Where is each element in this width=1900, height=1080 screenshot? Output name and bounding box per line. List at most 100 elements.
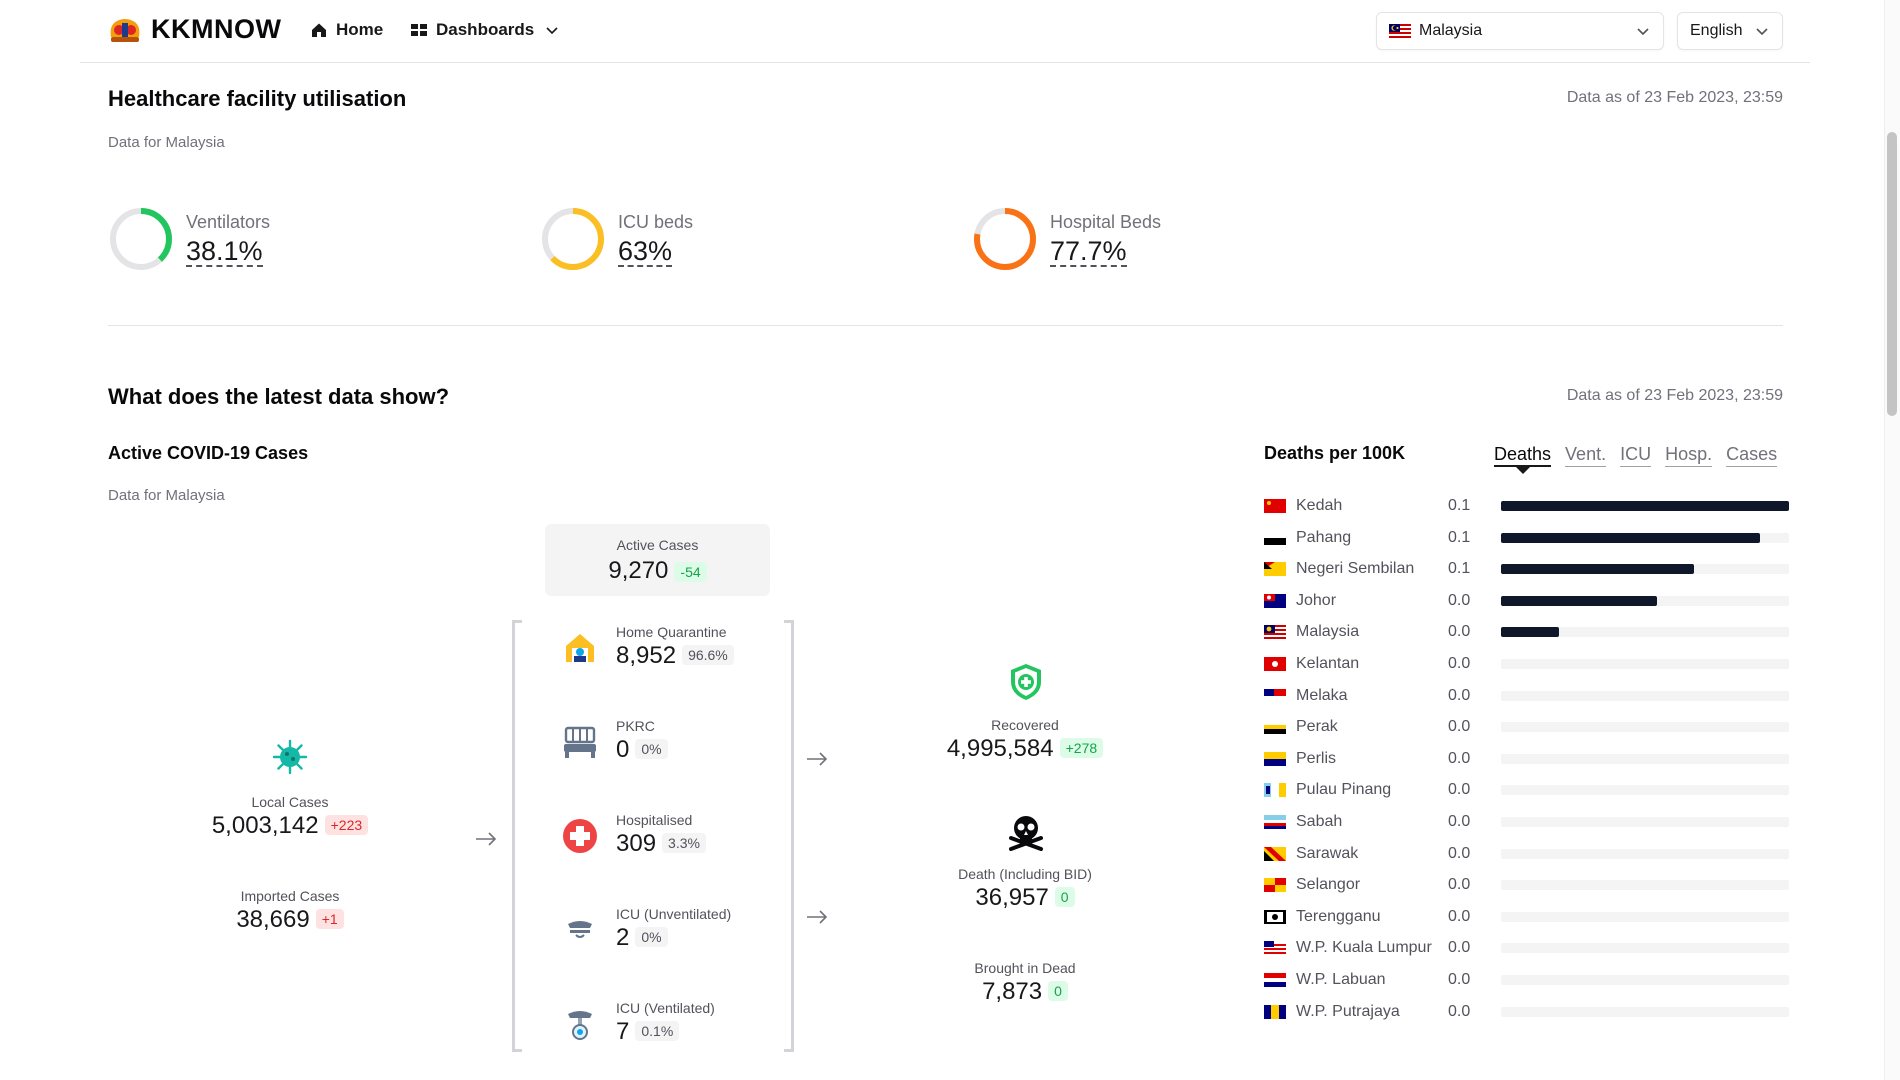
state-flag-icon (1264, 878, 1286, 893)
gauge-value[interactable]: 63% (618, 235, 673, 267)
bar-value-label: 0.0 (1448, 844, 1471, 862)
page-scrollbar-thumb[interactable] (1887, 132, 1897, 416)
brand-logo[interactable]: KKMNOW (107, 14, 281, 45)
tab-deaths[interactable]: Deaths (1494, 443, 1552, 474)
state-flag-icon (1264, 499, 1286, 513)
icu-unventilated-label: ICU (Unventilated) (616, 906, 732, 922)
bar-track (1501, 659, 1789, 669)
chevron-down-icon (1637, 28, 1649, 36)
bar-value-label: 0.0 (1448, 781, 1471, 799)
bar-value-label: 0.0 (1448, 939, 1471, 957)
gauge-value[interactable]: 38.1% (186, 235, 263, 267)
bar-label: Pulau Pinang (1296, 781, 1392, 799)
bar-track (1501, 627, 1789, 638)
latest-as-of: Data as of 23 Feb 2023, 23:59 (1566, 387, 1783, 404)
language-select-value: English (1690, 22, 1743, 39)
bar-track (1501, 690, 1789, 701)
state-flag-icon (1264, 783, 1286, 798)
tab-icu[interactable]: ICU (1620, 443, 1652, 467)
bar-row: Pulau Pinang 0.0 (1264, 780, 1789, 800)
gauge-ring (974, 208, 1036, 270)
bar (1501, 627, 1559, 638)
nav-home-link[interactable]: Home (310, 20, 383, 40)
bar-row: Perlis 0.0 (1264, 749, 1789, 769)
active-cases-title: Active COVID-19 Cases (108, 443, 309, 463)
section-divider (108, 325, 1783, 326)
bar-track (1501, 848, 1789, 859)
active-cases-box: Active Cases 9,270 -54 (545, 524, 770, 596)
utilisation-as-of: Data as of 23 Feb 2023, 23:59 (1566, 89, 1783, 106)
home-icon (312, 23, 326, 37)
skull-crossbones-icon (1009, 816, 1043, 851)
home-quarantine-pct: 96.6% (682, 644, 734, 665)
icu-unventilated-stat: ICU (Unventilated) 2 0% (560, 906, 731, 952)
gauge-label: ICU beds (618, 211, 694, 232)
death-delta: 0 (1054, 886, 1075, 907)
language-select[interactable]: English (1677, 12, 1783, 50)
state-flag-icon (1264, 688, 1286, 703)
imported-cases-delta: +1 (315, 908, 344, 929)
nav-dashboards-label: Dashboards (436, 20, 535, 39)
tab-vent[interactable]: Vent. (1565, 443, 1607, 467)
death-stat: Death (Including BID) 36,957 0 (900, 866, 1150, 912)
bar-value-label: 0.1 (1448, 528, 1471, 546)
tab-hosp[interactable]: Hosp. (1665, 443, 1713, 467)
bar-track (1501, 975, 1789, 985)
deaths-panel-title: Deaths per 100K (1264, 443, 1406, 463)
gauge-value[interactable]: 77.7% (1050, 235, 1127, 267)
bar-row: W.P. Labuan 0.0 (1264, 970, 1789, 990)
local-cases-stat: Local Cases 5,003,142 +223 (160, 794, 420, 840)
arrow-right-icon (807, 752, 828, 766)
tab-cases[interactable]: Cases (1726, 443, 1778, 467)
hospitalised-label: Hospitalised (616, 812, 693, 828)
recovered-value: 4,995,584 (946, 735, 1054, 762)
home-quarantine-label: Home Quarantine (616, 624, 727, 640)
utilisation-subtitle: Data for Malaysia (108, 134, 225, 151)
icu-bed-icon (568, 921, 592, 938)
bar-value-label: 0.0 (1448, 718, 1471, 736)
bar-value-label: 0.0 (1448, 623, 1471, 641)
active-cases-value: 9,270 (608, 557, 669, 584)
bar-value-label: 0.0 (1448, 749, 1471, 767)
icu-ventilated-pct: 0.1% (635, 1020, 680, 1041)
imported-cases-label: Imported Cases (240, 888, 340, 904)
bar-row: W.P. Kuala Lumpur 0.0 (1264, 938, 1789, 958)
imported-cases-stat: Imported Cases 38,669 +1 (160, 888, 420, 934)
bar-value-label: 0.1 (1448, 497, 1471, 514)
bracket-left (512, 620, 522, 1052)
bar-label: W.P. Labuan (1296, 971, 1386, 988)
bar-track (1501, 532, 1789, 543)
country-select-value: Malaysia (1419, 22, 1483, 39)
bar-label: Perlis (1296, 749, 1337, 767)
bar-value-label: 0.0 (1448, 1002, 1471, 1020)
bar-value-label: 0.0 (1448, 876, 1471, 894)
bar-row: Melaka 0.0 (1264, 686, 1789, 706)
state-flag-icon (1264, 562, 1286, 577)
pkrc-label: PKRC (616, 718, 655, 734)
icu-ventilated-value: 7 (616, 1018, 630, 1045)
state-flag-icon (1264, 815, 1286, 829)
dashboard-icon (411, 24, 427, 36)
bar (1501, 501, 1789, 511)
brought-in-dead-delta: 0 (1048, 980, 1068, 1001)
pkrc-stat: PKRC 0 0% (560, 718, 668, 764)
hospitalised-stat: Hospitalised 309 3.3% (560, 812, 706, 858)
bar-track (1501, 943, 1789, 954)
home-quarantine-stat: Home Quarantine 8,952 96.6% (560, 624, 734, 670)
country-select[interactable]: Malaysia (1376, 12, 1664, 50)
latest-title: What does the latest data show? (108, 384, 450, 409)
gauge-ventilators: Ventilators 38.1% (108, 206, 270, 272)
pkrc-pct: 0% (635, 738, 668, 759)
nav-dashboards-dropdown[interactable]: Dashboards (410, 20, 560, 40)
chevron-down-icon (546, 27, 558, 35)
bar-label: Perak (1296, 718, 1338, 736)
bar-track (1501, 785, 1789, 796)
gauge-icu-beds: ICU beds 63% (540, 206, 693, 272)
hospitalised-value: 309 (616, 830, 657, 857)
state-flag-icon (1264, 593, 1286, 608)
house-icon (566, 634, 594, 662)
bar-label: W.P. Kuala Lumpur (1296, 939, 1432, 957)
top-navbar: KKMNOW Home Dashboards (80, 0, 1810, 63)
home-quarantine-value: 8,952 (616, 642, 677, 669)
icu-ventilated-label: ICU (Ventilated) (616, 1000, 715, 1016)
